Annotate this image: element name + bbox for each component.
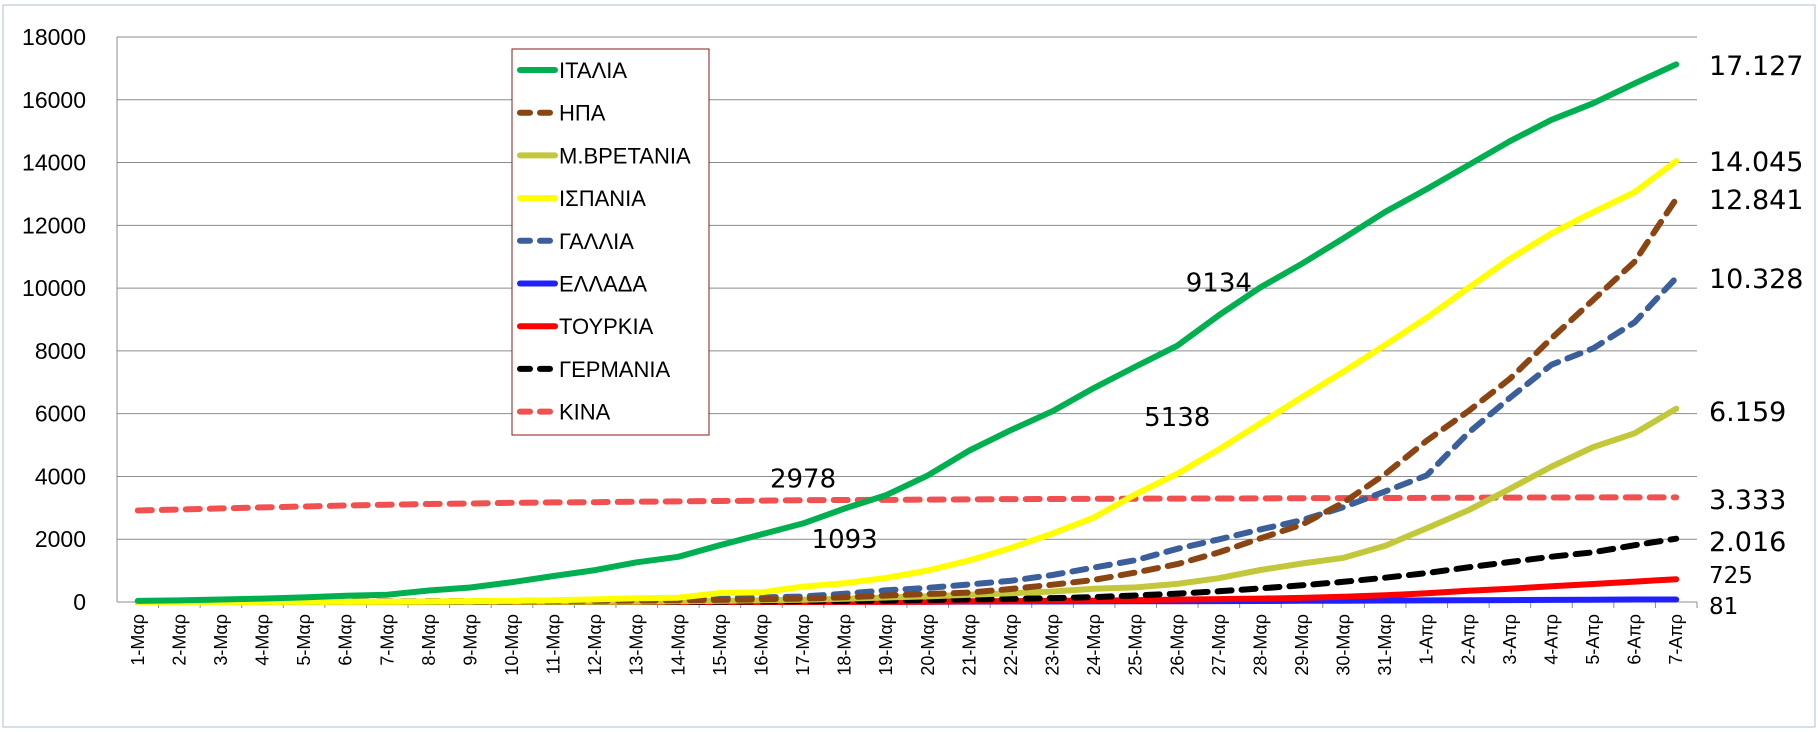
x-tick-label: 2-Μαρ	[169, 614, 189, 666]
x-tick-label: 4-Μαρ	[253, 614, 273, 666]
x-tick-label: 7-Απρ	[1666, 614, 1686, 665]
x-tick-label: 6-Απρ	[1625, 614, 1645, 665]
x-tick-label: 19-Μαρ	[876, 614, 896, 676]
legend-label: ΙΣΠΑΝΙΑ	[559, 186, 646, 211]
series-line	[134, 61, 1680, 604]
x-tick-label: 22-Μαρ	[1001, 614, 1021, 676]
series-line	[134, 158, 1680, 605]
x-tick-label: 27-Μαρ	[1209, 614, 1229, 676]
x-tick-label: 6-Μαρ	[336, 614, 356, 666]
x-tick-label: 9-Μαρ	[460, 614, 480, 666]
legend-label: ΤΟΥΡΚΙΑ	[559, 314, 654, 339]
end-label: 81	[1709, 594, 1738, 620]
x-tick-label: 11-Μαρ	[544, 614, 564, 674]
annotation-label: 9134	[1186, 268, 1252, 298]
x-tick-label: 16-Μαρ	[751, 614, 771, 676]
end-labels: 17.127 12.841 6.159 14.045 10.328 81 725 2.016 3…	[1709, 51, 1803, 620]
legend-label: Μ.ΒΡΕΤΑΝΙΑ	[559, 143, 691, 168]
x-tick-label: 8-Μαρ	[419, 614, 439, 666]
x-tick-label: 26-Μαρ	[1167, 614, 1187, 676]
x-tick-label: 31-Μαρ	[1375, 614, 1395, 676]
x-tick-label: 3-Απρ	[1500, 614, 1520, 665]
x-tick-label: 13-Μαρ	[627, 614, 647, 676]
x-tick-label: 23-Μαρ	[1043, 614, 1063, 676]
x-tick-label: 2-Απρ	[1458, 614, 1478, 665]
y-tick-label: 14000	[22, 150, 86, 176]
annotations: 9134 5138 2978 1093	[770, 268, 1252, 555]
legend-label: ΓΕΡΜΑΝΙΑ	[559, 357, 670, 382]
x-tick-label: 30-Μαρ	[1334, 614, 1354, 676]
legend: ΙΤΑΛΙΑ ΗΠΑ Μ.ΒΡΕΤΑΝΙΑ ΙΣΠΑΝΙΑ ΓΑΛΛΙΑ ΕΛΛΑΔΑ ΤΟ…	[511, 48, 710, 436]
x-tick-label: 15-Μαρ	[710, 614, 730, 676]
legend-label: ΙΤΑΛΙΑ	[559, 58, 627, 83]
end-label: 3.333	[1709, 485, 1786, 516]
x-tick-label: 21-Μαρ	[959, 614, 979, 676]
legend-label: ΕΛΛΑΔΑ	[559, 272, 647, 297]
y-tick-label: 2000	[35, 526, 86, 552]
x-tick-label: 3-Μαρ	[211, 614, 231, 666]
annotation-label: 2978	[770, 464, 836, 494]
x-tick-label: 20-Μαρ	[918, 614, 938, 676]
y-tick-label: 0	[73, 589, 86, 615]
x-tick-label: 28-Μαρ	[1250, 614, 1270, 676]
x-tick-label: 5-Απρ	[1583, 614, 1603, 665]
x-tick-label: 18-Μαρ	[835, 614, 855, 676]
end-label: 10.328	[1709, 264, 1803, 295]
legend-label: ΚΙΝΑ	[559, 400, 611, 425]
x-tick-label: 1-Απρ	[1417, 614, 1437, 665]
y-tick-label: 10000	[22, 275, 86, 301]
x-tick-label: 17-Μαρ	[793, 614, 813, 676]
x-tick-label: 10-Μαρ	[502, 614, 522, 676]
x-tick-label: 12-Μαρ	[585, 614, 605, 676]
legend-label: ΓΑΛΛΙΑ	[559, 229, 634, 254]
end-label: 17.127	[1709, 51, 1803, 82]
y-tick-label: 18000	[22, 24, 86, 50]
x-axis: 1-Μαρ 2-Μαρ 3-Μαρ 4-Μαρ 5-Μαρ 6-Μαρ 7-Μαρ 8-Μαρ…	[117, 601, 1698, 676]
y-tick-label: 4000	[35, 463, 86, 489]
y-tick-label: 8000	[35, 338, 86, 364]
annotation-label: 1093	[812, 525, 878, 555]
x-tick-label: 25-Μαρ	[1126, 614, 1146, 676]
x-tick-label: 1-Μαρ	[128, 614, 148, 666]
x-tick-label: 4-Απρ	[1541, 614, 1561, 665]
y-tick-label: 16000	[22, 87, 86, 113]
end-label: 12.841	[1709, 185, 1803, 216]
x-tick-label: 24-Μαρ	[1084, 614, 1104, 676]
series-group	[134, 61, 1680, 605]
y-axis: 0 2000 4000 6000 8000 10000 12000 14000 16000 180…	[22, 24, 118, 615]
x-tick-label: 29-Μαρ	[1292, 614, 1312, 676]
end-label: 2.016	[1709, 527, 1786, 558]
end-label: 6.159	[1709, 397, 1786, 428]
x-tick-label: 7-Μαρ	[377, 614, 397, 666]
y-tick-label: 12000	[22, 212, 86, 238]
chart-border	[2, 4, 1816, 728]
end-label: 14.045	[1709, 147, 1803, 178]
y-tick-label: 6000	[35, 401, 86, 427]
annotation-label: 5138	[1144, 403, 1210, 433]
end-label: 725	[1709, 563, 1753, 589]
legend-label: ΗΠΑ	[559, 101, 606, 126]
series-line	[134, 494, 1680, 514]
x-tick-label: 14-Μαρ	[668, 614, 688, 676]
x-tick-label: 5-Μαρ	[294, 614, 314, 666]
